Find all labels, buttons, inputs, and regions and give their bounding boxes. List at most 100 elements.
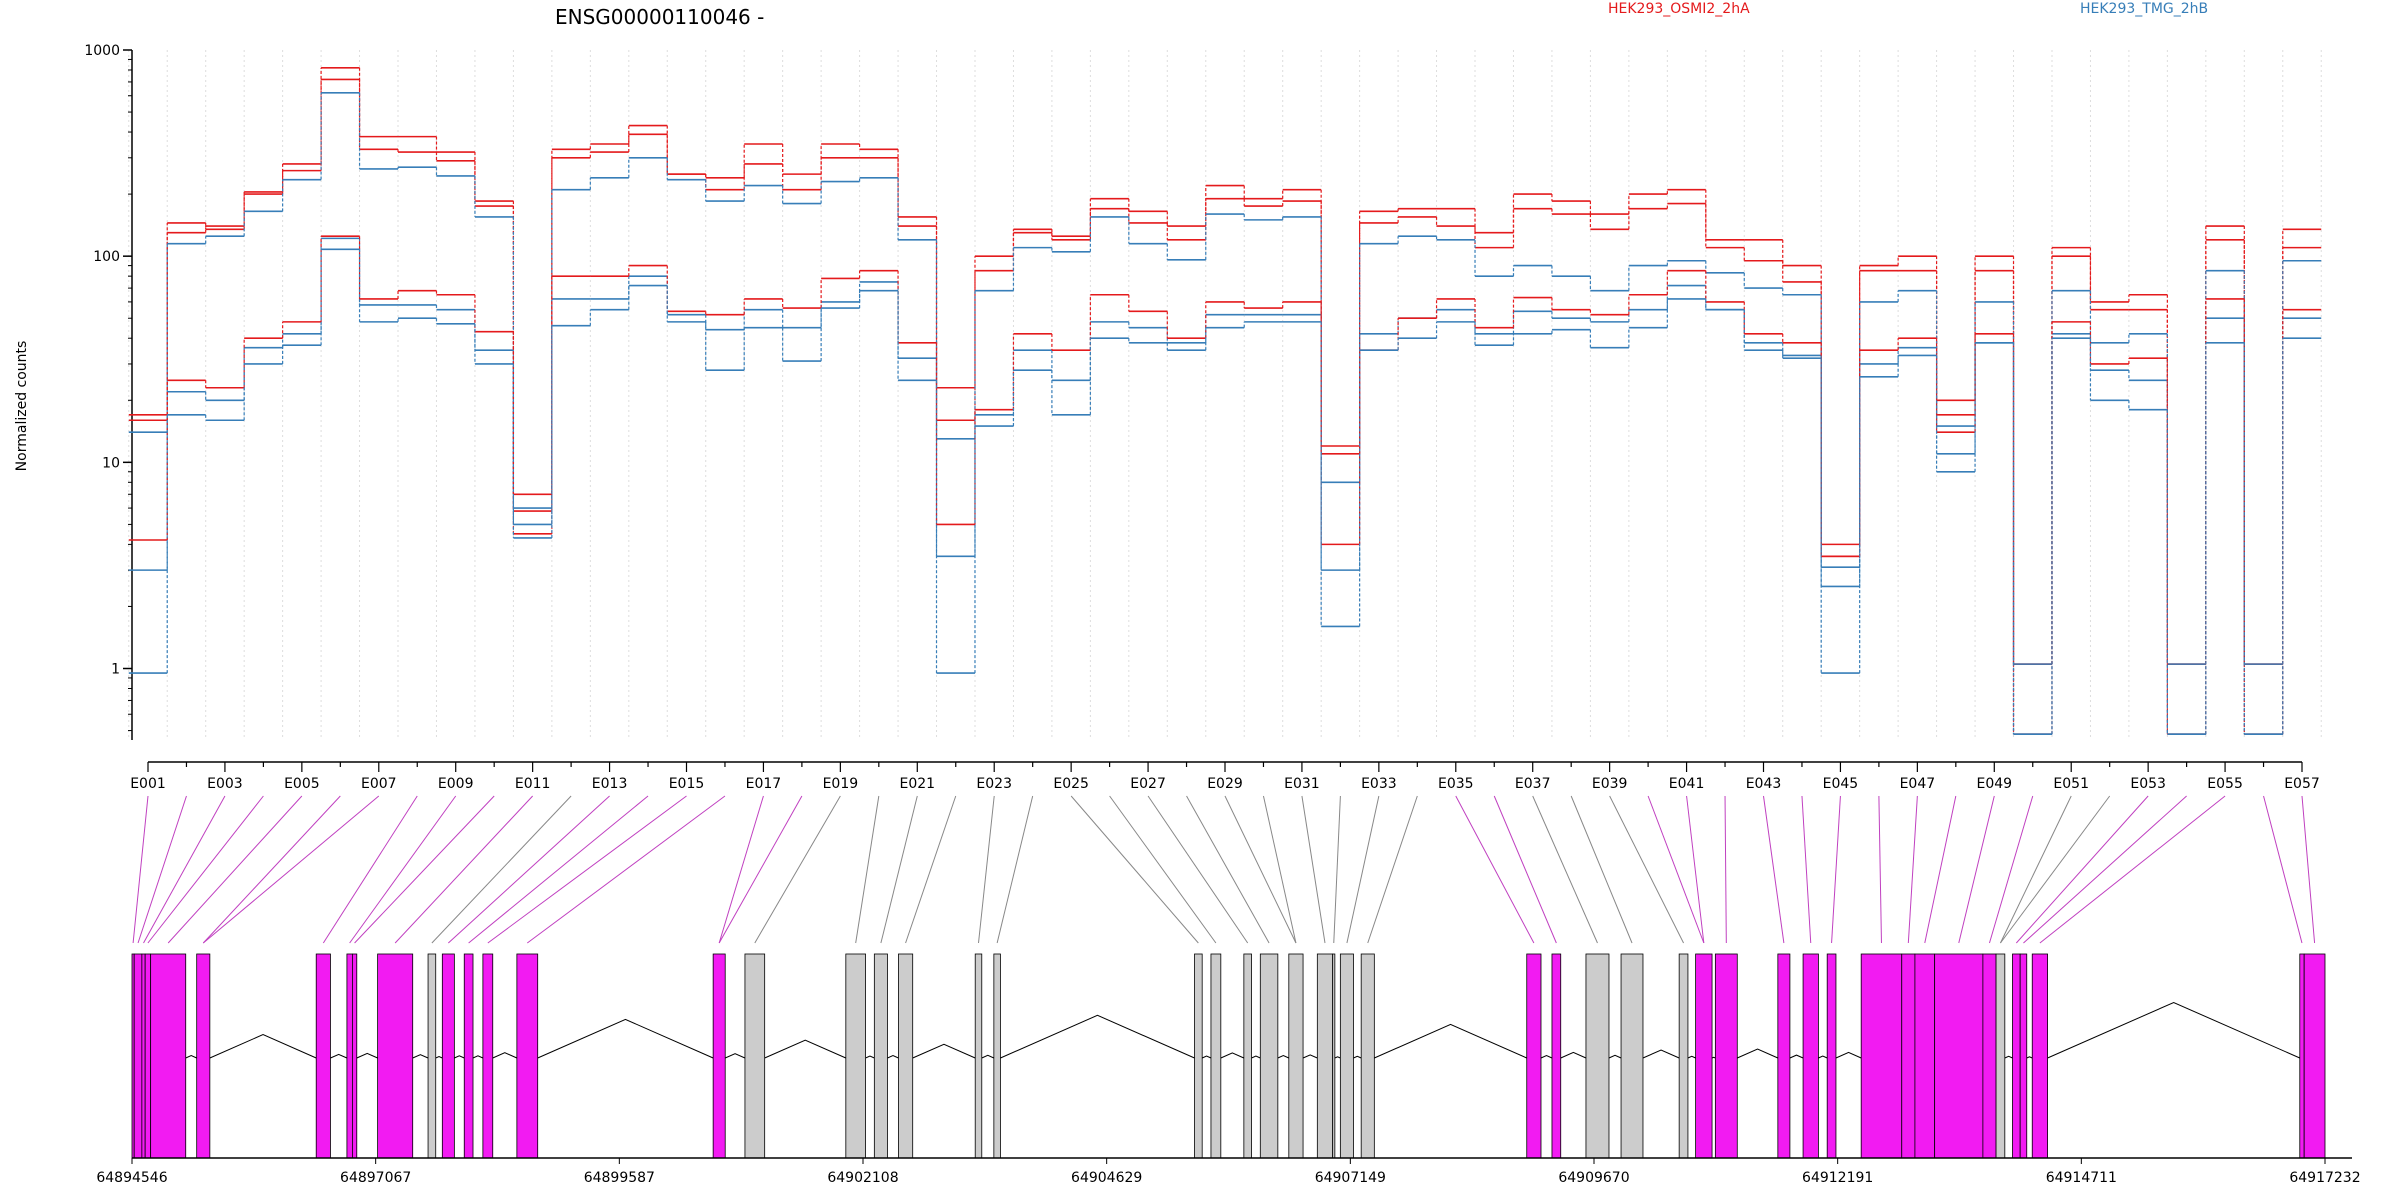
- exon-block: [315, 953, 331, 1159]
- exon-label: E023: [976, 776, 1012, 792]
- exon-connector: [2263, 795, 2303, 944]
- series-5: [128, 235, 2322, 736]
- series-3: [128, 66, 2322, 665]
- exon-block: [141, 953, 146, 1159]
- intron: [1277, 1055, 1290, 1059]
- coordinate-label: 64899587: [584, 1170, 655, 1186]
- y-axis: 1 10 100 1000: [84, 43, 133, 740]
- series-4: [128, 92, 2322, 674]
- exon-connector: [978, 795, 995, 944]
- coordinate-label: 64904629: [1071, 1170, 1142, 1186]
- exon-block: [2303, 953, 2326, 1159]
- exon-connector: [1367, 795, 1418, 944]
- coordinate-axis: 64894546 64897067 64899587 64902108 64904629…: [96, 1157, 2361, 1186]
- exon-block: [974, 953, 983, 1159]
- exon-block: [346, 953, 353, 1159]
- exon-connector: [143, 795, 226, 944]
- exon-label: E047: [1900, 776, 1936, 792]
- exon-connector: [855, 795, 880, 944]
- exon-block: [1526, 953, 1542, 1159]
- intron: [981, 1054, 995, 1059]
- exon-label: E001: [130, 776, 166, 792]
- plot-series: [128, 66, 2322, 736]
- coordinate-label: 64909670: [1558, 1170, 1629, 1186]
- exon-block: [1826, 953, 1837, 1159]
- exon-block: [1243, 953, 1252, 1159]
- exon-connector: [1724, 795, 1727, 944]
- intron: [472, 1055, 484, 1059]
- intron: [725, 1053, 746, 1059]
- intron: [1560, 1051, 1587, 1059]
- exon-block: [150, 953, 187, 1159]
- exon-block: [1934, 953, 1984, 1159]
- exon-block: [516, 953, 539, 1159]
- y-tick-label: 100: [93, 249, 120, 265]
- series-6: [128, 248, 2322, 736]
- exon-block: [2012, 953, 2021, 1159]
- intron: [1818, 1055, 1828, 1059]
- intron: [1835, 1051, 1862, 1059]
- exon-block: [1332, 953, 1336, 1159]
- intron: [330, 1053, 348, 1059]
- exon-connector: [431, 795, 572, 944]
- exon-block: [1995, 953, 2006, 1159]
- intron: [1642, 1049, 1680, 1059]
- exon-block: [441, 953, 455, 1159]
- exon-connector: [1570, 795, 1633, 944]
- exon-block: [873, 953, 888, 1159]
- exon-connector: [1070, 795, 1199, 944]
- exon-connector: [1958, 795, 1995, 944]
- intron: [1737, 1048, 1779, 1059]
- exon-connector: [1455, 795, 1535, 944]
- exon-connector: [2000, 795, 2111, 944]
- exon-label: E017: [746, 776, 782, 792]
- intron: [185, 1055, 197, 1059]
- exon-connector: [1801, 795, 1812, 944]
- exon-connector: [1686, 795, 1705, 944]
- exon-connectors: [132, 795, 2316, 944]
- exon-connector: [1346, 795, 1380, 944]
- intron: [1711, 1056, 1716, 1059]
- exon-block: [712, 953, 726, 1159]
- intron: [209, 1034, 317, 1059]
- exon-block: [1551, 953, 1562, 1159]
- intron: [2004, 1055, 2013, 1059]
- exon-connector: [147, 795, 264, 944]
- intron: [435, 1056, 443, 1059]
- exon-connector: [1999, 795, 2072, 944]
- intron: [1687, 1055, 1696, 1059]
- exon-block: [196, 953, 211, 1159]
- exon-connector: [754, 795, 841, 944]
- intron: [454, 1055, 465, 1059]
- exon-connector: [718, 795, 803, 944]
- exon-block: [1620, 953, 1644, 1159]
- intron: [537, 1018, 714, 1059]
- coordinate-label: 64894546: [96, 1170, 167, 1186]
- series-1: [128, 78, 2322, 665]
- exon-label: E033: [1361, 776, 1397, 792]
- exon-connector: [1647, 795, 1705, 944]
- exon-block: [482, 953, 494, 1159]
- exon-block: [1901, 953, 1916, 1159]
- intron: [1608, 1054, 1622, 1059]
- intron: [356, 1052, 378, 1059]
- exon-connector: [1907, 795, 1918, 944]
- exon-connector: [1532, 795, 1598, 944]
- intron: [1251, 1055, 1261, 1059]
- intron: [1220, 1052, 1245, 1059]
- exon-connector: [167, 795, 303, 944]
- exon-label: E055: [2207, 776, 2243, 792]
- coordinate-label: 64902108: [827, 1170, 898, 1186]
- exon-connector: [394, 795, 534, 944]
- exon-block: [463, 953, 474, 1159]
- coordinate-label: 64917232: [2289, 1170, 2360, 1186]
- exon-connector: [1333, 795, 1341, 944]
- legend-label-osmi2: HEK293_OSMI2_2hA: [1608, 1, 1750, 17]
- exon-connector: [2015, 795, 2149, 944]
- exon-block: [1982, 953, 1997, 1159]
- legend-label-tmg: HEK293_TMG_2hB: [2080, 1, 2208, 17]
- intron: [887, 1055, 899, 1059]
- exon-label: E021: [899, 776, 935, 792]
- exon-connector: [1878, 795, 1882, 944]
